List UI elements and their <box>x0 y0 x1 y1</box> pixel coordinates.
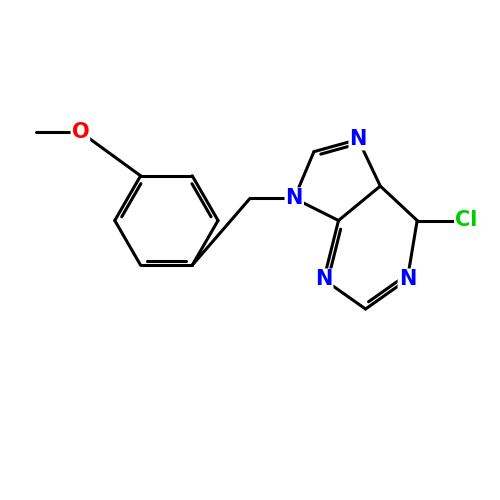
Text: O: O <box>72 122 89 142</box>
Text: N: N <box>286 188 303 208</box>
Text: N: N <box>315 270 332 289</box>
Text: N: N <box>350 130 367 150</box>
Text: Cl: Cl <box>455 210 477 231</box>
Text: N: N <box>398 270 416 289</box>
